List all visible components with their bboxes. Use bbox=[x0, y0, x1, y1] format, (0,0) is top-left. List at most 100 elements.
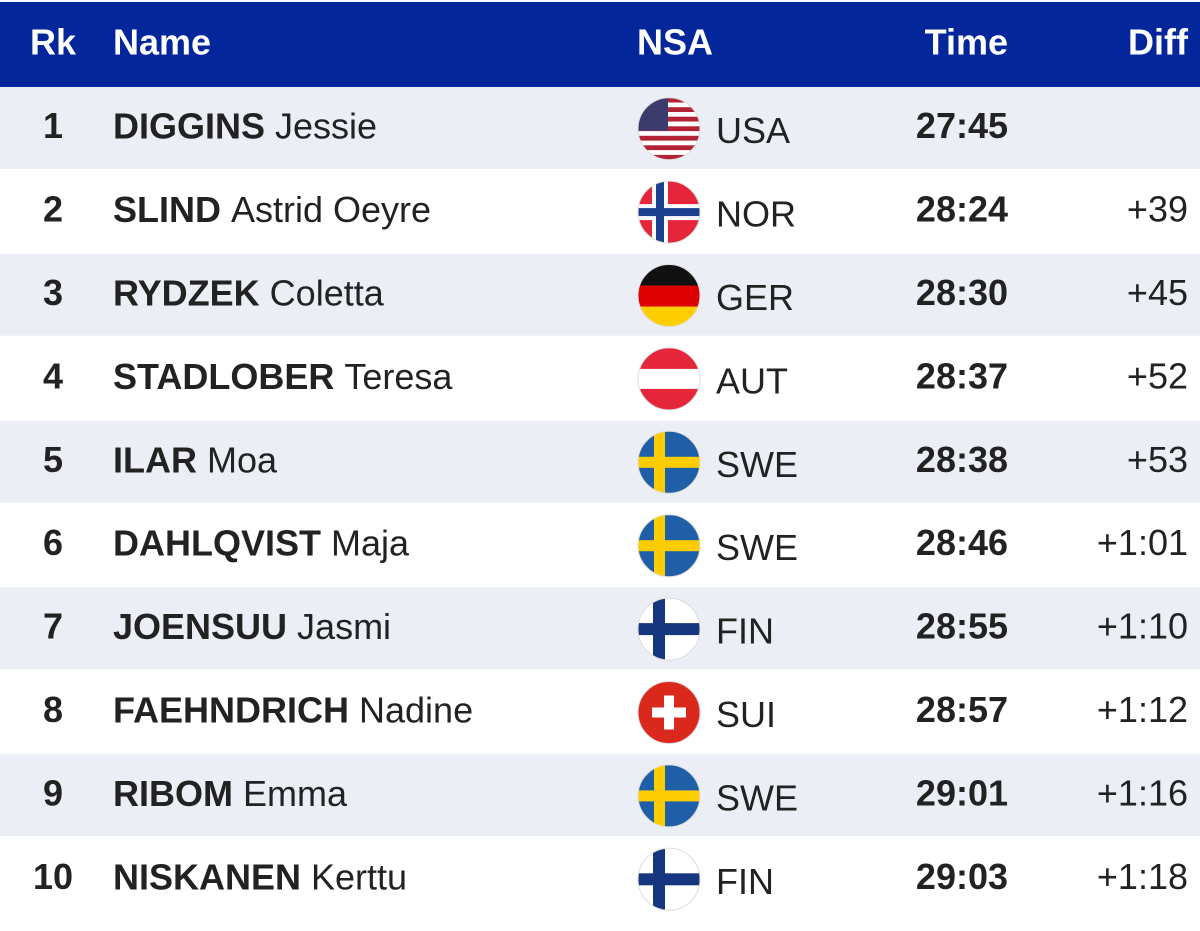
given-name: Nadine bbox=[359, 689, 473, 730]
diff: +39 bbox=[1127, 189, 1188, 230]
rank: 1 bbox=[43, 105, 63, 146]
diff: +1:10 bbox=[1097, 606, 1188, 647]
result-row: 9 RIBOM Emma SWE 29:01 +1:16 bbox=[0, 754, 1200, 837]
time: 28:57 bbox=[916, 689, 1008, 730]
given-name: Teresa bbox=[344, 355, 453, 396]
row-background bbox=[0, 253, 1200, 336]
surname: NISKANEN bbox=[113, 856, 301, 897]
given-name: Maja bbox=[331, 522, 410, 563]
rank: 5 bbox=[43, 439, 63, 480]
time: 27:45 bbox=[916, 105, 1008, 146]
flag-border bbox=[637, 347, 701, 411]
surname: DIGGINS bbox=[113, 105, 265, 146]
given-name: Kerttu bbox=[311, 856, 407, 897]
time: 28:37 bbox=[916, 355, 1008, 396]
surname: STADLOBER bbox=[113, 355, 334, 396]
athlete-name: STADLOBER Teresa bbox=[113, 355, 453, 396]
given-name: Jessie bbox=[275, 105, 377, 146]
result-row: 4 STADLOBER Teresa AUT 28:37 +52 bbox=[0, 337, 1200, 420]
row-background bbox=[0, 420, 1200, 503]
nsa: SWE bbox=[716, 444, 798, 485]
nsa: NOR bbox=[716, 194, 796, 235]
time: 28:55 bbox=[916, 606, 1008, 647]
diff: +1:01 bbox=[1097, 522, 1188, 563]
athlete-name: JOENSUU Jasmi bbox=[113, 606, 391, 647]
diff: +45 bbox=[1127, 272, 1188, 313]
diff: +1:18 bbox=[1097, 856, 1188, 897]
nsa: FIN bbox=[716, 611, 774, 652]
result-row: 7 JOENSUU Jasmi FIN 28:55 +1:10 bbox=[0, 587, 1200, 670]
surname: ILAR bbox=[113, 439, 197, 480]
athlete-name: FAEHNDRICH Nadine bbox=[113, 689, 473, 730]
row-background bbox=[0, 170, 1200, 253]
row-background bbox=[0, 337, 1200, 420]
rank: 3 bbox=[43, 272, 63, 313]
row-background bbox=[0, 87, 1200, 169]
nsa: USA bbox=[716, 110, 790, 151]
time: 29:03 bbox=[916, 856, 1008, 897]
flag-border bbox=[637, 264, 701, 327]
diff: +1:12 bbox=[1097, 689, 1188, 730]
athlete-name: SLIND Astrid Oeyre bbox=[113, 189, 431, 230]
flag-border bbox=[637, 430, 701, 494]
time: 28:46 bbox=[916, 522, 1008, 563]
rank: 10 bbox=[33, 856, 73, 897]
nsa: SWE bbox=[716, 527, 798, 568]
column-header: Name bbox=[113, 22, 211, 63]
diff: +1:16 bbox=[1097, 772, 1188, 813]
column-header: Rk bbox=[30, 22, 77, 63]
row-background bbox=[0, 670, 1200, 753]
flag-border bbox=[637, 180, 701, 244]
column-header: Diff bbox=[1128, 22, 1189, 63]
column-header: Time bbox=[925, 22, 1008, 63]
rank: 6 bbox=[43, 522, 63, 563]
nsa: GER bbox=[716, 277, 794, 318]
time: 29:01 bbox=[916, 772, 1008, 813]
surname: RIBOM bbox=[113, 772, 233, 813]
flag-border bbox=[637, 514, 701, 578]
flag-border bbox=[637, 764, 701, 828]
diff: +53 bbox=[1127, 439, 1188, 480]
athlete-name: RYDZEK Coletta bbox=[113, 272, 385, 313]
given-name: Jasmi bbox=[297, 606, 391, 647]
result-row: 8 FAEHNDRICH Nadine SUI 28:57 +1:12 bbox=[0, 670, 1200, 753]
row-background bbox=[0, 837, 1200, 920]
athlete-name: RIBOM Emma bbox=[113, 772, 348, 813]
surname: DAHLQVIST bbox=[113, 522, 321, 563]
row-background bbox=[0, 754, 1200, 837]
result-row: 2 SLIND Astrid Oeyre NOR 28:24 +39 bbox=[0, 170, 1200, 253]
flag-border bbox=[637, 847, 701, 911]
row-background bbox=[0, 587, 1200, 670]
nsa: SUI bbox=[716, 694, 776, 735]
flag-border bbox=[637, 681, 701, 744]
result-row: 5 ILAR Moa SWE 28:38 +53 bbox=[0, 420, 1200, 503]
time: 28:38 bbox=[916, 439, 1008, 480]
athlete-name: ILAR Moa bbox=[113, 439, 278, 480]
nsa: AUT bbox=[716, 360, 788, 401]
rank: 7 bbox=[43, 606, 63, 647]
flag-border bbox=[637, 97, 701, 161]
time: 28:30 bbox=[916, 272, 1008, 313]
flag-border bbox=[637, 597, 701, 661]
rank: 4 bbox=[43, 355, 63, 396]
rank: 8 bbox=[43, 689, 63, 730]
given-name: Moa bbox=[207, 439, 278, 480]
given-name: Astrid Oeyre bbox=[231, 189, 431, 230]
athlete-name: NISKANEN Kerttu bbox=[113, 856, 407, 897]
rank: 2 bbox=[43, 189, 63, 230]
nsa: FIN bbox=[716, 861, 774, 902]
result-row: 10 NISKANEN Kerttu FIN 29:03 +1:18 bbox=[0, 837, 1200, 920]
header-bar bbox=[0, 2, 1200, 87]
result-row: 3 RYDZEK Coletta GER 28:30 +45 bbox=[0, 253, 1200, 336]
athlete-name: DIGGINS Jessie bbox=[113, 105, 377, 146]
column-header: NSA bbox=[637, 22, 713, 63]
given-name: Coletta bbox=[270, 272, 385, 313]
athlete-name: DAHLQVIST Maja bbox=[113, 522, 410, 563]
surname: RYDZEK bbox=[113, 272, 260, 313]
rank: 9 bbox=[43, 772, 63, 813]
result-row: 1 DIGGINS Jessie USA 27:45 bbox=[0, 87, 1200, 169]
diff: +52 bbox=[1127, 355, 1188, 396]
result-row: 6 DAHLQVIST Maja SWE 28:46 +1:01 bbox=[0, 504, 1200, 586]
